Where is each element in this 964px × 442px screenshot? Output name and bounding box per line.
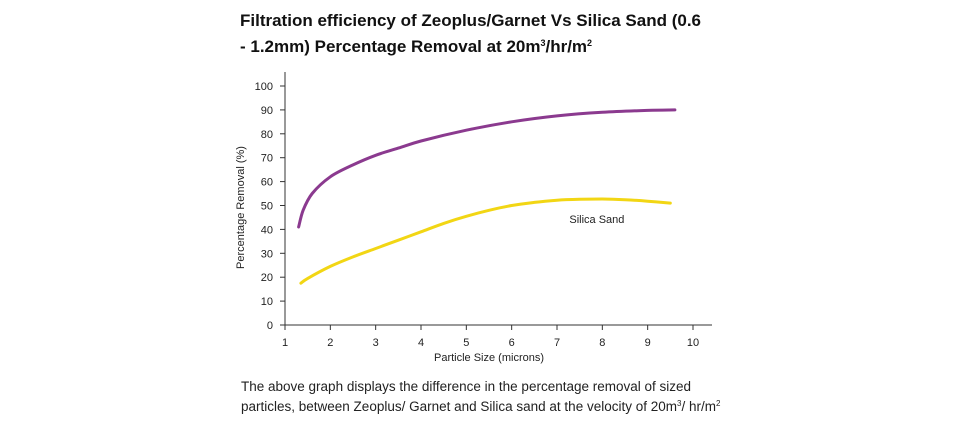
y-tick-label-80: 80 [261,129,273,141]
y-tick-label-90: 90 [261,105,273,117]
x-tick-label-5: 5 [463,337,469,349]
x-tick-label-2: 2 [327,337,333,349]
chart-caption-unit: / hr/m [681,399,716,414]
chart-title-line2: - 1.2mm) Percentage Removal at 20m3/hr/m… [240,32,720,58]
y-tick-label-70: 70 [261,153,273,165]
y-tick-label-10: 10 [261,296,273,308]
silica-sand-label: Silica Sand [569,214,624,226]
x-tick-label-10: 10 [687,337,699,349]
y-tick-label-30: 30 [261,248,273,260]
chart-caption-text: The above graph displays the difference … [241,379,692,414]
chart-caption-sup-3: 3 [677,399,682,408]
y-tick-label-40: 40 [261,224,273,236]
x-tick-label-8: 8 [599,337,605,349]
y-tick-label-60: 60 [261,177,273,189]
y-tick-label-20: 20 [261,272,273,284]
chart-caption-sup-2: 2 [715,399,721,408]
y-tick-label-0: 0 [267,320,273,332]
x-tick-label-1: 1 [282,337,288,349]
x-tick-label-6: 6 [509,337,515,349]
y-tick-label-50: 50 [261,201,273,213]
x-tick-label-4: 4 [418,337,424,349]
chart-title: Filtration efficiency of Zeoplus/Garnet … [240,10,720,58]
y-tick-label-100: 100 [255,81,273,93]
y-axis-title: Percentage Removal (%) [235,146,247,269]
chart-title-line1: Filtration efficiency of Zeoplus/Garnet … [240,11,702,30]
x-tick-label-3: 3 [373,337,379,349]
chart-title-sup-2: 2 [587,38,593,48]
x-tick-label-9: 9 [645,337,651,349]
chart-title-line2-unit: /hr/m [545,37,588,56]
chart-title-line2-text: - 1.2mm) Percentage Removal at 20m [240,37,541,56]
chart-caption: The above graph displays the difference … [241,378,741,415]
silica-sand-line [299,197,672,285]
series-1-line [297,108,677,229]
chart-title-sup-3: 3 [540,38,546,48]
x-axis-title: Particle Size (microns) [434,352,544,364]
x-tick-label-7: 7 [554,337,560,349]
